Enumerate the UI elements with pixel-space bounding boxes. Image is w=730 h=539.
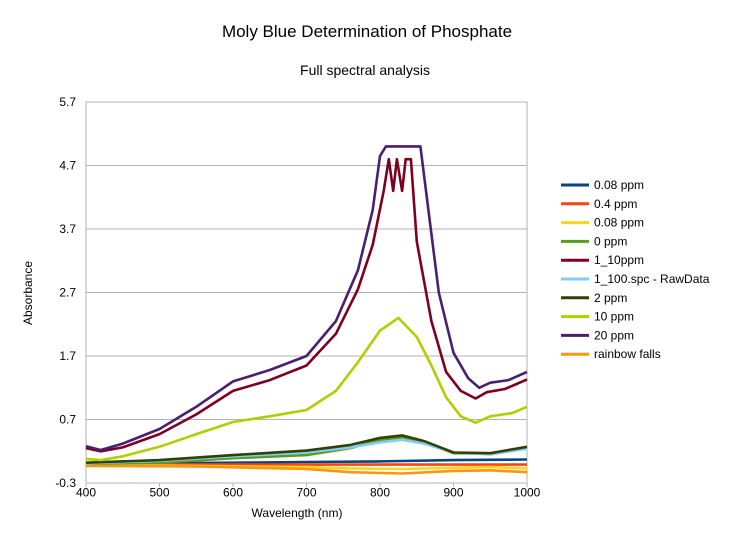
x-tick-label: 500 [149, 485, 169, 499]
chart-title: Moly Blue Determination of Phosphate [222, 22, 512, 41]
gridlines [86, 101, 527, 484]
chart-subtitle: Full spectral analysis [300, 62, 430, 78]
x-tick-label: 700 [296, 485, 316, 499]
legend-label: rainbow falls [594, 347, 661, 361]
y-tick-label: 1.7 [59, 349, 76, 363]
series-line [85, 316, 528, 462]
series-line [85, 434, 528, 464]
series-line [85, 145, 528, 452]
legend-label: 0.4 ppm [594, 197, 637, 211]
legend-label: 1_100.spc - RawData [594, 272, 710, 286]
legend-label: 1_10ppm [594, 253, 644, 267]
x-tick-label: 400 [76, 485, 96, 499]
y-axis-ticks: -0.3 0.7 1.7 2.7 3.7 4.7 5.7 [55, 95, 76, 490]
y-tick-label: 0.7 [59, 413, 76, 427]
legend-label: 2 ppm [594, 291, 627, 305]
x-axis-ticks: 400 500 600 700 800 900 1000 [76, 483, 541, 499]
y-tick-label: 5.7 [59, 95, 76, 109]
legend-label: 0.08 ppm [594, 178, 644, 192]
legend-label: 0 ppm [594, 234, 627, 248]
x-tick-label: 900 [443, 485, 463, 499]
y-tick-label: 2.7 [59, 286, 76, 300]
series-line [85, 157, 528, 453]
legend-label: 20 ppm [594, 328, 634, 342]
x-axis-label: Wavelength (nm) [252, 506, 343, 520]
legend-label: 0.08 ppm [594, 216, 644, 230]
y-tick-label: 4.7 [59, 159, 76, 173]
legend: 0.08 ppm 0.4 ppm 0.08 ppm 0 ppm 1_10ppm 1_100… [561, 178, 710, 361]
x-tick-label: 1000 [514, 485, 541, 499]
y-tick-label: -0.3 [55, 476, 76, 490]
x-tick-label: 600 [223, 485, 243, 499]
series-lines [85, 145, 528, 475]
y-tick-label: 3.7 [59, 222, 76, 236]
x-tick-label: 800 [370, 485, 390, 499]
y-axis-label: Absorbance [21, 261, 35, 325]
series-line [85, 464, 528, 475]
legend-label: 10 ppm [594, 310, 634, 324]
